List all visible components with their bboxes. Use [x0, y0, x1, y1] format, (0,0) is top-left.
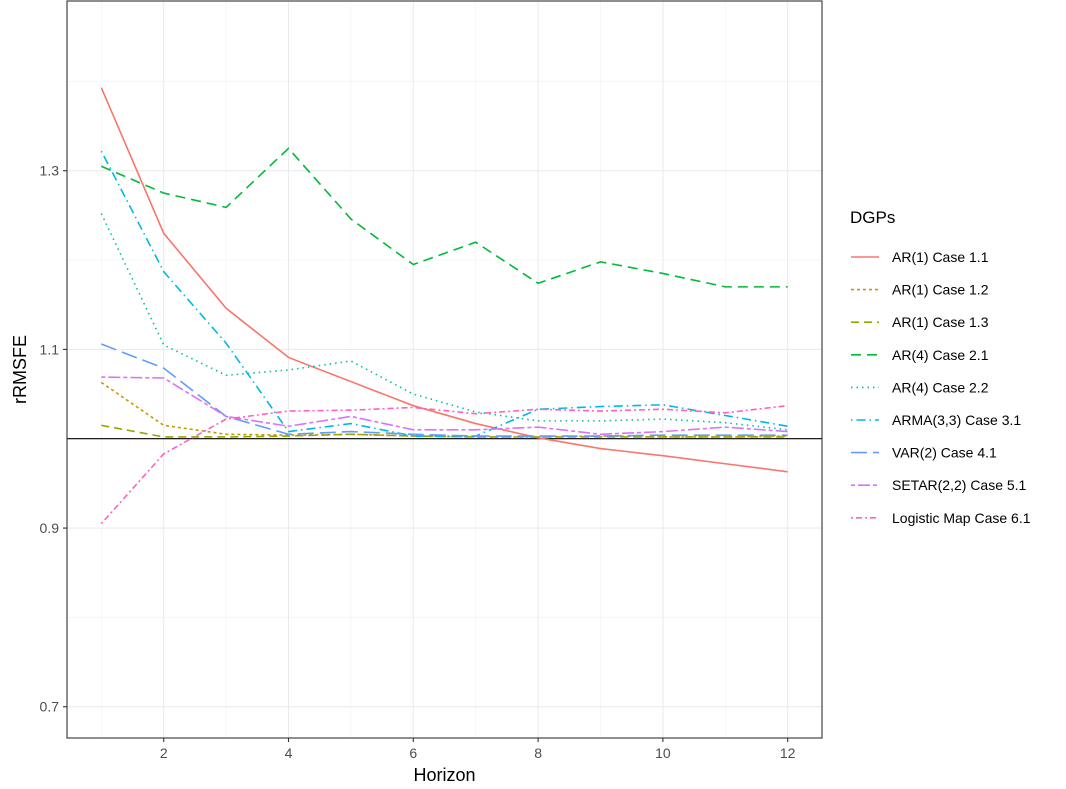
legend-label-6: ARMA(3,3) Case 3.1: [892, 412, 1021, 428]
legend-label-2: AR(1) Case 1.2: [892, 282, 989, 298]
legend-label-4: AR(4) Case 2.1: [892, 347, 989, 363]
series-line-4: [101, 147, 788, 288]
y-tick-label: 0.9: [40, 520, 60, 536]
legend-label-8: SETAR(2,2) Case 5.1: [892, 477, 1027, 493]
series-line-3: [101, 424, 788, 438]
series-line-7: [101, 343, 788, 437]
series-line-2: [100, 381, 788, 438]
series-line-1: [100, 87, 788, 473]
y-tick-label: 0.7: [40, 699, 60, 715]
legend-label-5: AR(4) Case 2.2: [892, 379, 989, 395]
x-tick-label: 6: [409, 745, 417, 761]
legend-title: DGPs: [850, 208, 895, 227]
legend-items: AR(1) Case 1.1 AR(1) Case 1.2 AR(1) Case 1…: [851, 249, 1031, 526]
series-lines: [100, 87, 788, 525]
legend-label-9: Logistic Map Case 6.1: [892, 510, 1031, 526]
panel-border: [66, 0, 823, 739]
series-line-9: [100, 404, 788, 525]
x-tick-label: 4: [285, 745, 293, 761]
y-tick-label: 1.3: [40, 163, 60, 179]
y-tick-label: 1.1: [40, 341, 60, 357]
x-axis-title: Horizon: [413, 765, 475, 785]
legend-label-3: AR(1) Case 1.3: [892, 314, 989, 330]
x-tick-label: 12: [780, 745, 796, 761]
y-axis-title: rRMSFE: [10, 335, 30, 404]
series-line-8: [101, 376, 788, 436]
series-line-6: [100, 150, 788, 437]
x-tick-label: 10: [655, 745, 671, 761]
legend-label-1: AR(1) Case 1.1: [892, 249, 989, 265]
axes: 2 4 6 8 10 12 0.7 0.9 1.1 1.3: [40, 163, 796, 761]
legend: DGPs AR(1) Case 1.1AR(1) Case 1.2AR(1) C…: [850, 208, 1031, 526]
x-tick-label: 2: [160, 745, 168, 761]
legend-label-7: VAR(2) Case 4.1: [892, 445, 997, 461]
x-tick-label: 8: [534, 745, 542, 761]
